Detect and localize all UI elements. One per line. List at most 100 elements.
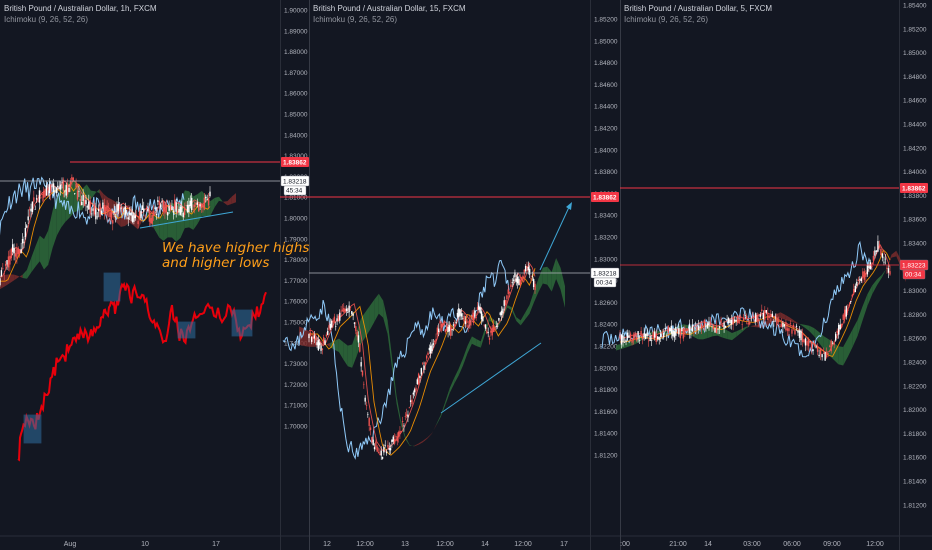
swing-highlight-box [177, 321, 196, 339]
candle [658, 336, 660, 341]
candle [95, 209, 97, 220]
candle [694, 323, 697, 325]
candle [360, 362, 362, 367]
ichimoku-cloud-segment [378, 293, 384, 318]
panel1-plot [0, 174, 236, 290]
panel3-indicator[interactable]: Ichimoku (9, 26, 52, 26) [624, 15, 709, 24]
candle [447, 326, 449, 332]
candle [140, 211, 142, 219]
ichimoku-cloud-segment [414, 443, 419, 447]
candle [34, 209, 36, 210]
candle [127, 217, 129, 220]
candle [353, 322, 356, 324]
candle [715, 326, 718, 333]
panel1-price-tick: 1.73000 [284, 361, 308, 368]
panel2-time-tick: 12:00 [436, 541, 454, 548]
ichimoku-cloud-segment [227, 196, 232, 206]
higher-highs-annotation: We have higher highs and higher lows [162, 241, 309, 271]
ichimoku-cloud-segment [347, 344, 353, 368]
ichimoku-cloud-segment [189, 191, 194, 230]
candle [838, 324, 840, 335]
candle [120, 207, 122, 209]
candle [333, 316, 336, 322]
candle [675, 326, 677, 336]
panel2-price-tick: 1.82200 [594, 344, 618, 351]
candle [746, 315, 748, 319]
panel2-indicator[interactable]: Ichimoku (9, 26, 52, 26) [313, 15, 398, 24]
candle [794, 329, 796, 335]
candle [26, 225, 28, 228]
panel1-level-label: 1.83862 [283, 160, 307, 167]
candle [649, 335, 651, 341]
ichimoku-cloud-segment [471, 336, 477, 347]
candle [179, 206, 182, 215]
ichimoku-cloud-segment [698, 328, 703, 340]
candle [753, 317, 755, 318]
panel1-price-tick: 1.87000 [284, 70, 308, 77]
panel2-price-tick: 1.82600 [594, 300, 618, 307]
candle [768, 315, 771, 318]
candle [412, 392, 415, 395]
panel3-price-tick: 1.82400 [903, 360, 927, 367]
candle [109, 212, 111, 218]
candle [331, 320, 333, 328]
candle [68, 187, 70, 192]
candle [676, 331, 679, 333]
panel1-price-tick: 1.79000 [284, 236, 308, 243]
candle [175, 202, 177, 212]
candle [323, 337, 325, 344]
candle [21, 238, 24, 244]
candle [431, 344, 433, 352]
candle [738, 319, 740, 324]
candle [41, 194, 43, 195]
candle [634, 332, 636, 337]
candle [93, 204, 96, 215]
candle [486, 330, 488, 334]
panel2-price-tick: 1.85200 [594, 17, 618, 24]
panel1-indicator[interactable]: Ichimoku (9, 26, 52, 26) [4, 15, 89, 24]
ichimoku-cloud-segment [396, 395, 401, 426]
candle [655, 333, 657, 342]
candle [868, 264, 870, 269]
candle [752, 315, 754, 317]
panel2-price-tick: 1.81600 [594, 409, 618, 416]
candle [458, 308, 460, 318]
candle [138, 210, 141, 219]
ichimoku-cloud-segment [197, 190, 202, 224]
swing-highlight-box [231, 309, 253, 337]
panel1-price-tick: 1.77000 [284, 278, 308, 285]
panel2-last-price-label: 1.83218 [593, 271, 617, 278]
candle [133, 212, 135, 222]
ichimoku-cloud-segment [52, 196, 57, 249]
candle [623, 342, 626, 343]
ichimoku-cloud-segment [22, 269, 27, 279]
candle [761, 309, 763, 312]
candle [518, 278, 520, 286]
panel3-countdown-tag [902, 269, 926, 280]
ichimoku-cloud-segment [31, 246, 36, 273]
candle [4, 264, 7, 266]
candle [423, 365, 425, 370]
candle [169, 205, 172, 209]
candle [673, 331, 676, 338]
candle [385, 451, 388, 454]
candle [455, 321, 457, 324]
candle [126, 212, 128, 214]
candle [472, 312, 475, 323]
candle [732, 318, 734, 325]
candle [789, 323, 792, 324]
ichimoku-cloud-segment [418, 440, 424, 445]
candle [110, 211, 113, 220]
candle [193, 204, 196, 208]
candle [165, 204, 168, 213]
candle [178, 208, 180, 213]
panel2-time-tick: 13 [401, 541, 409, 548]
candle [336, 318, 338, 322]
ichimoku-cloud-segment [467, 336, 472, 354]
candle [666, 335, 668, 337]
panel2-price-tick: 1.84800 [594, 60, 618, 67]
candle [866, 265, 869, 275]
candle [9, 255, 11, 265]
